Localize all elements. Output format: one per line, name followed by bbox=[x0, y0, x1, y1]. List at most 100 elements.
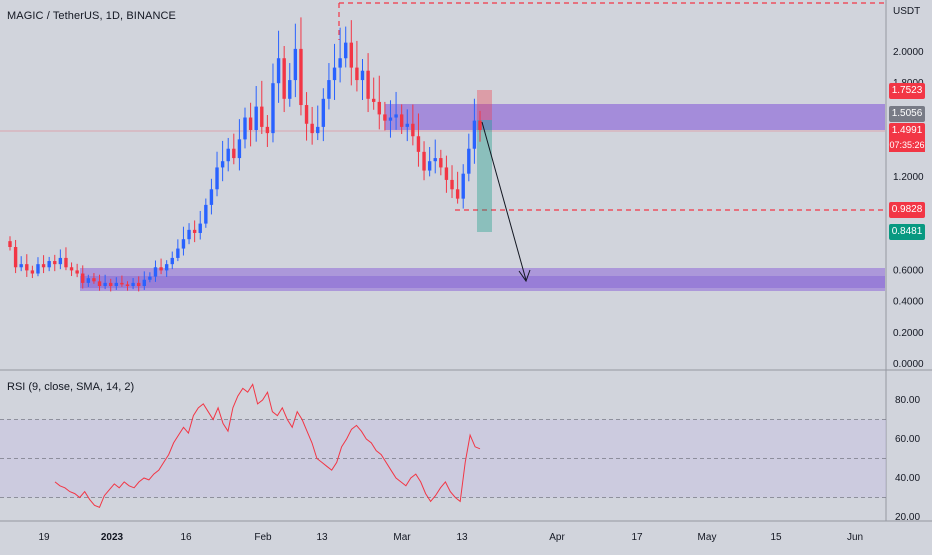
candle bbox=[75, 270, 79, 274]
candle bbox=[120, 282, 124, 285]
candle bbox=[433, 158, 437, 162]
candle bbox=[215, 167, 219, 190]
candle bbox=[8, 241, 12, 247]
candle bbox=[97, 281, 102, 286]
candle bbox=[25, 264, 29, 271]
candle bbox=[92, 278, 96, 282]
resistance-zone[interactable] bbox=[385, 104, 885, 130]
candle bbox=[472, 120, 477, 149]
candle bbox=[399, 114, 404, 127]
time-axis-label: 16 bbox=[180, 532, 192, 543]
time-axis-label: 2023 bbox=[101, 532, 124, 543]
candle bbox=[136, 282, 141, 286]
candle bbox=[427, 161, 432, 171]
candle bbox=[69, 267, 74, 271]
time-axis-label: 13 bbox=[456, 532, 468, 543]
candle bbox=[109, 282, 113, 286]
position-target-box[interactable] bbox=[477, 120, 492, 232]
candle bbox=[125, 284, 130, 286]
candle bbox=[422, 151, 426, 171]
time-axis-label: Jun bbox=[847, 532, 863, 543]
candle bbox=[355, 67, 359, 81]
candle bbox=[276, 58, 281, 84]
candle bbox=[198, 223, 202, 233]
candle bbox=[36, 264, 40, 274]
candle bbox=[243, 117, 247, 140]
price-axis-tick: 0.6000 bbox=[893, 265, 924, 276]
candle bbox=[321, 98, 326, 127]
candle bbox=[64, 257, 68, 268]
candle bbox=[159, 267, 163, 271]
time-axis-label: 15 bbox=[770, 532, 782, 543]
candle bbox=[153, 267, 158, 277]
candle bbox=[226, 148, 230, 162]
candle bbox=[81, 273, 85, 283]
position-stop-box[interactable] bbox=[477, 90, 492, 120]
candle bbox=[310, 123, 314, 134]
candle bbox=[142, 279, 146, 286]
forecast-arrow[interactable] bbox=[481, 121, 527, 281]
rsi-line[interactable] bbox=[54, 383, 481, 508]
rsi-indicator-title[interactable]: RSI (9, close, SMA, 14, 2) bbox=[7, 381, 135, 393]
rsi-axis-tick: 60.00 bbox=[895, 434, 920, 445]
price-tag-countdown: 07:35:26 bbox=[889, 139, 925, 152]
candle bbox=[187, 229, 191, 240]
price-axis-tick: 0.4000 bbox=[893, 297, 924, 308]
price-tag-current: 1.4991 bbox=[889, 123, 925, 139]
price-axis-unit: USDT bbox=[893, 6, 920, 17]
price-axis-tick: 1.2000 bbox=[893, 172, 924, 183]
price-axis-tick: 0.2000 bbox=[893, 328, 924, 339]
candle bbox=[467, 148, 471, 174]
candle bbox=[176, 248, 180, 258]
candle bbox=[405, 123, 409, 127]
candle bbox=[327, 80, 331, 99]
candle bbox=[58, 257, 63, 265]
price-axis-tick: 0.0000 bbox=[893, 359, 924, 370]
support-zone-core bbox=[80, 276, 885, 288]
candle bbox=[371, 98, 376, 102]
rsi-panel[interactable] bbox=[0, 383, 886, 508]
rsi-axis-tick: 80.00 bbox=[895, 395, 920, 406]
time-axis-label: Apr bbox=[549, 532, 565, 543]
time-axis-label: 13 bbox=[316, 532, 328, 543]
candle bbox=[181, 239, 186, 249]
candle bbox=[388, 117, 393, 121]
price-tag-zone-top: 1.5056 bbox=[889, 106, 925, 122]
candle bbox=[366, 70, 370, 99]
candle bbox=[299, 48, 303, 106]
candle bbox=[478, 120, 482, 130]
candle bbox=[204, 204, 208, 224]
candle bbox=[344, 42, 348, 59]
rsi-axis-tick: 40.00 bbox=[895, 473, 920, 484]
symbol-title[interactable]: MAGIC / TetherUS, 1D, BINANCE bbox=[7, 10, 176, 22]
time-axis-label: 17 bbox=[631, 532, 643, 543]
candle bbox=[282, 58, 286, 99]
candle bbox=[47, 261, 51, 268]
candle bbox=[254, 106, 258, 130]
candle bbox=[103, 282, 107, 286]
time-axis-label: May bbox=[698, 532, 717, 543]
candle bbox=[455, 189, 460, 199]
candle bbox=[394, 114, 398, 118]
candle bbox=[349, 42, 354, 68]
candle bbox=[265, 126, 270, 134]
candle bbox=[439, 158, 443, 168]
candle bbox=[53, 261, 57, 265]
candle bbox=[19, 264, 23, 268]
candle bbox=[383, 114, 387, 121]
candles bbox=[8, 17, 482, 292]
candle bbox=[164, 264, 169, 271]
candle bbox=[444, 167, 449, 180]
candle bbox=[41, 264, 46, 268]
candle bbox=[30, 270, 35, 274]
candle bbox=[209, 189, 214, 205]
time-axis-label: Mar bbox=[393, 532, 411, 543]
candle bbox=[260, 106, 264, 127]
candle bbox=[13, 247, 18, 268]
candle bbox=[377, 101, 381, 115]
candle bbox=[411, 123, 415, 137]
price-tag-target-lower: 0.8481 bbox=[889, 224, 925, 240]
forecast-arrowhead bbox=[518, 269, 531, 283]
